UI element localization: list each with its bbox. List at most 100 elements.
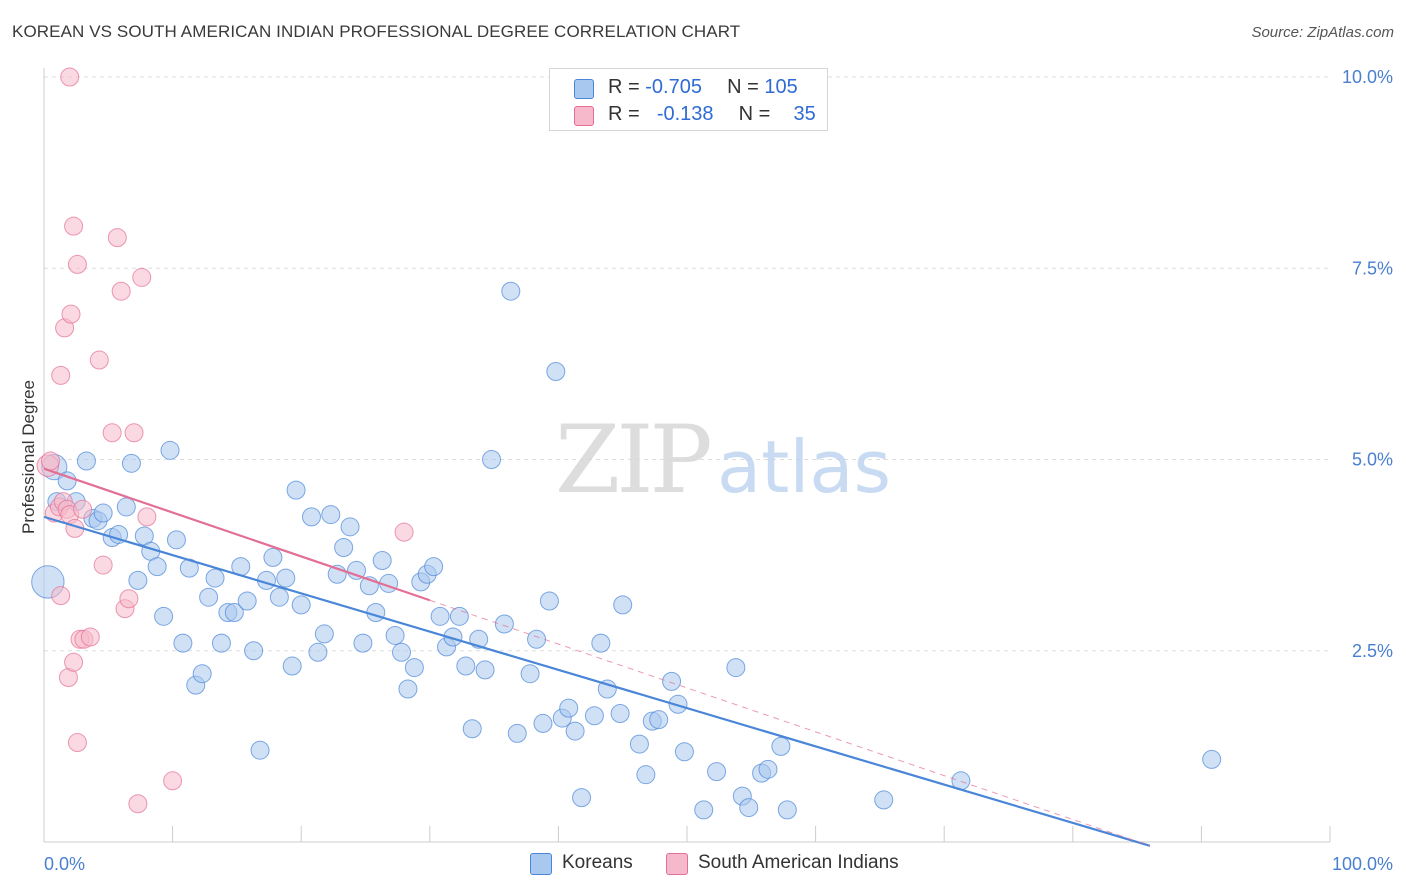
data-point bbox=[874, 790, 894, 810]
data-point bbox=[424, 557, 444, 577]
data-point bbox=[398, 679, 418, 699]
data-point bbox=[353, 633, 373, 653]
legend-n-value: 35 bbox=[793, 103, 816, 125]
data-point bbox=[199, 587, 219, 607]
data-point bbox=[163, 771, 183, 791]
data-point bbox=[51, 586, 71, 606]
watermark: ZIP atlas bbox=[555, 406, 891, 515]
series-koreans bbox=[31, 281, 1222, 820]
data-point bbox=[119, 589, 139, 609]
data-point bbox=[501, 281, 521, 301]
data-point bbox=[128, 570, 148, 590]
tick-labels: 2.5% 5.0% 7.5% 10.0% 0.0% 100.0% bbox=[44, 67, 1393, 874]
data-point bbox=[694, 800, 714, 820]
legend-r-label: R = bbox=[608, 103, 640, 125]
legend-n-label: N = bbox=[727, 76, 759, 98]
data-point bbox=[57, 471, 77, 491]
data-point bbox=[758, 759, 778, 779]
data-point bbox=[107, 228, 127, 248]
data-point bbox=[51, 365, 71, 385]
legend-swatch-south-american-indians bbox=[666, 853, 688, 875]
data-point bbox=[60, 67, 80, 87]
data-point bbox=[132, 267, 152, 287]
data-point bbox=[282, 656, 302, 676]
legend-label-koreans: Koreans bbox=[562, 852, 633, 873]
data-point bbox=[93, 555, 113, 575]
data-point bbox=[430, 606, 450, 626]
x-tick-label: 0.0% bbox=[44, 854, 85, 874]
data-point bbox=[507, 723, 527, 743]
data-point bbox=[572, 788, 592, 808]
data-point bbox=[250, 740, 270, 760]
data-point bbox=[613, 595, 633, 615]
data-point bbox=[462, 719, 482, 739]
data-point bbox=[291, 595, 311, 615]
data-point bbox=[166, 530, 186, 550]
bottom-legend: Koreans South American Indians bbox=[0, 852, 1406, 878]
legend-r-value: -0.705 bbox=[645, 76, 702, 98]
data-point bbox=[276, 568, 296, 588]
data-point bbox=[192, 664, 212, 684]
data-point bbox=[102, 423, 122, 443]
data-point bbox=[597, 679, 617, 699]
y-tick-label: 10.0% bbox=[1342, 67, 1393, 87]
legend-r-value: -0.138 bbox=[656, 103, 714, 125]
data-point bbox=[64, 216, 84, 236]
data-point bbox=[372, 550, 392, 570]
watermark-atlas: atlas bbox=[717, 425, 891, 509]
data-point bbox=[340, 517, 360, 537]
data-point bbox=[211, 633, 231, 653]
data-point bbox=[649, 710, 669, 730]
data-point bbox=[546, 362, 566, 382]
chart-source: Source: ZipAtlas.com bbox=[1251, 24, 1394, 41]
data-point bbox=[137, 507, 157, 527]
data-point bbox=[629, 734, 649, 754]
y-axis-label: Professional Degree bbox=[19, 380, 38, 534]
data-point bbox=[321, 505, 341, 525]
data-point bbox=[76, 451, 96, 471]
data-point bbox=[334, 537, 354, 557]
data-point bbox=[89, 350, 109, 370]
data-point bbox=[67, 733, 87, 753]
data-point bbox=[726, 658, 746, 678]
data-point bbox=[565, 721, 585, 741]
data-point bbox=[1202, 749, 1222, 769]
data-point bbox=[80, 627, 100, 647]
data-points bbox=[31, 67, 1222, 820]
trend-line-extension bbox=[429, 599, 1151, 847]
x-tick-label: 100.0% bbox=[1332, 854, 1393, 874]
data-point bbox=[173, 633, 193, 653]
data-point bbox=[263, 547, 283, 567]
data-point bbox=[533, 713, 553, 733]
legend: R = -0.705 N = 105 R = -0.138 N = 35 bbox=[549, 68, 828, 131]
data-point bbox=[244, 641, 264, 661]
data-point bbox=[346, 560, 366, 580]
data-point bbox=[308, 642, 328, 662]
data-point bbox=[366, 603, 386, 622]
y-tick-label: 2.5% bbox=[1352, 641, 1393, 661]
data-point bbox=[93, 503, 113, 523]
data-point bbox=[771, 736, 791, 756]
data-point bbox=[154, 606, 174, 626]
data-point bbox=[314, 624, 334, 644]
data-point bbox=[636, 765, 656, 785]
data-point bbox=[674, 742, 694, 762]
data-point bbox=[124, 423, 144, 443]
data-point bbox=[160, 440, 180, 460]
data-point bbox=[269, 587, 289, 607]
y-tick-label: 5.0% bbox=[1352, 450, 1393, 470]
data-point bbox=[520, 664, 540, 684]
data-point bbox=[224, 603, 244, 622]
data-point bbox=[777, 800, 797, 820]
data-point bbox=[128, 794, 148, 814]
data-point bbox=[404, 658, 424, 678]
data-point bbox=[116, 497, 136, 517]
data-point bbox=[610, 703, 630, 723]
data-point bbox=[61, 304, 81, 324]
legend-swatch-koreans bbox=[530, 853, 552, 875]
data-point bbox=[739, 798, 759, 818]
series-south-american-indians bbox=[36, 67, 414, 814]
trend-lines bbox=[43, 467, 1151, 847]
data-point bbox=[591, 633, 611, 653]
